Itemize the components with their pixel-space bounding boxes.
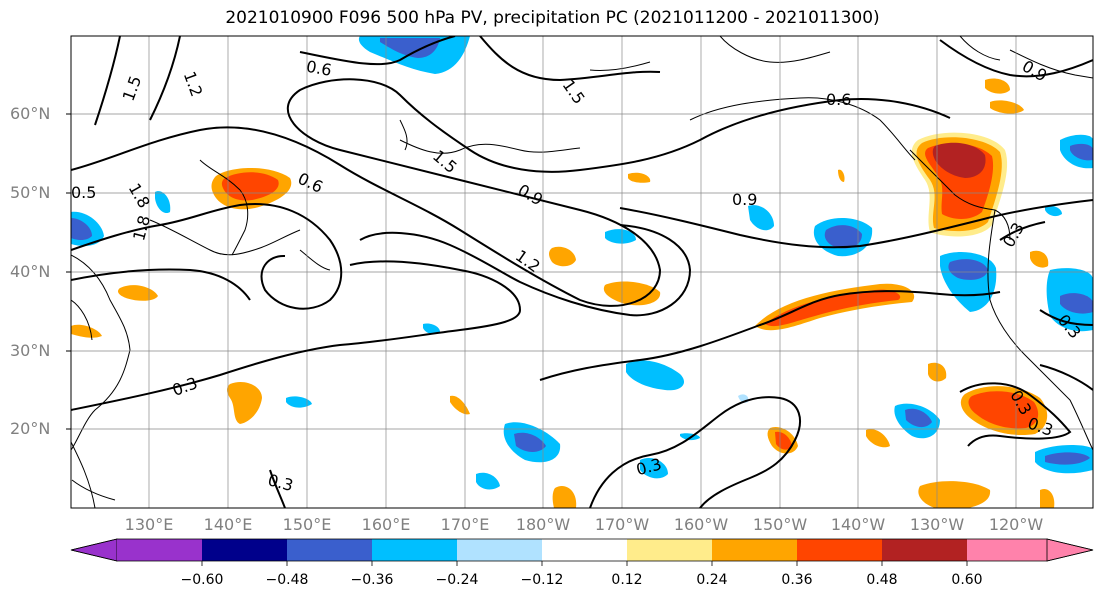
lat-label: 40°N — [10, 262, 51, 281]
map-title: 2021010900 F096 500 hPa PV, precipitatio… — [225, 8, 880, 28]
colorbar-segment-4 — [287, 539, 372, 561]
lat-label: 20°N — [10, 419, 51, 438]
lon-label: 170°E — [440, 515, 490, 534]
lon-label: 150°W — [752, 515, 808, 534]
colorbar-segment-5 — [372, 539, 457, 561]
colorbar-segment-10 — [797, 539, 882, 561]
colorbar-segment-11 — [882, 539, 967, 561]
colorbar-tick-label: 0.60 — [951, 572, 983, 588]
colorbar-tick-label: −0.24 — [435, 572, 479, 588]
colorbar-segment-1 — [70, 538, 118, 562]
coastlines — [71, 36, 1093, 508]
lon-label: 130°W — [909, 515, 965, 534]
lat-label: 60°N — [10, 104, 51, 123]
lon-label: 160°W — [673, 515, 729, 534]
colorbar-segment-8 — [627, 539, 712, 561]
lon-label: 140°W — [830, 515, 886, 534]
colorbar — [70, 538, 1094, 566]
colorbar-tick-label: 0.12 — [611, 572, 643, 588]
colorbar-segment-12 — [967, 539, 1047, 561]
colorbar-tick-label: 0.48 — [866, 572, 898, 588]
lon-label: 150°E — [282, 515, 332, 534]
lon-label: 170°W — [594, 515, 650, 534]
colorbar-tick-label: −0.36 — [350, 572, 394, 588]
pv-contours — [71, 36, 1093, 508]
colorbar-segment-13 — [1046, 538, 1094, 562]
colorbar-tick-label: −0.60 — [180, 572, 224, 588]
axis-ticks — [66, 113, 71, 430]
colorbar-tick-label: −0.48 — [265, 572, 309, 588]
colorbar-tick-label: 0.24 — [696, 572, 728, 588]
colorbar-segment-6 — [457, 539, 542, 561]
colorbar-segment-9 — [712, 539, 797, 561]
colorbar-segment-2 — [117, 539, 202, 561]
colorbar-segment-7 — [542, 539, 627, 561]
lat-label: 50°N — [10, 183, 51, 202]
precip-negative-shading — [71, 36, 1093, 490]
lon-label: 160°E — [361, 515, 411, 534]
lon-label: 130°E — [124, 515, 174, 534]
colorbar-segment-3 — [202, 539, 287, 561]
lon-label: 140°E — [203, 515, 253, 534]
lon-label: 180°W — [515, 515, 571, 534]
lon-label: 120°W — [988, 515, 1044, 534]
lat-label: 30°N — [10, 341, 51, 360]
colorbar-tick-label: −0.12 — [520, 572, 564, 588]
colorbar-tick-label: 0.36 — [781, 572, 813, 588]
precip-positive-shading — [71, 78, 1055, 508]
